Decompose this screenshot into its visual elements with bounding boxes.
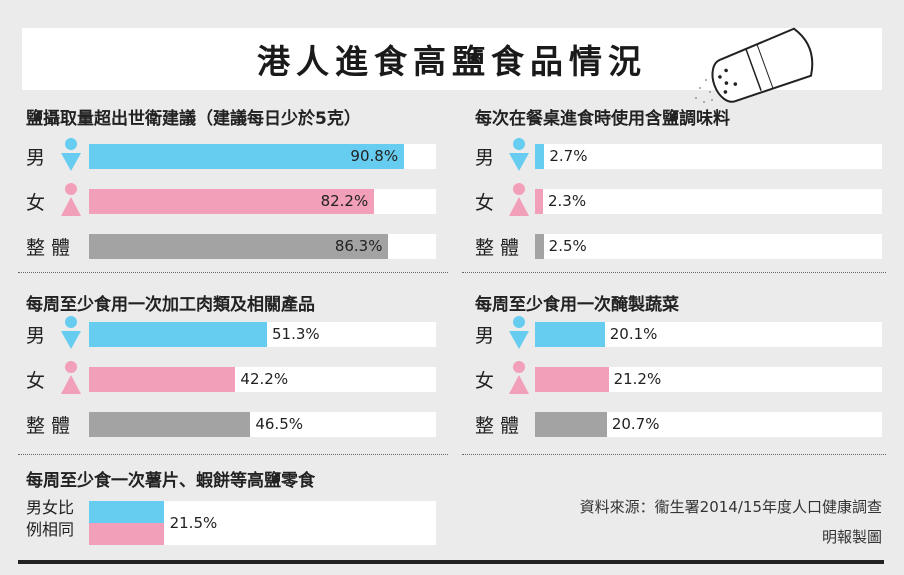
section-title-pickled-vegetables: 每周至少食用一次醃製蔬菜 (475, 295, 679, 315)
female-symbol-icon (508, 361, 530, 399)
bar-background: 20.1% (535, 322, 882, 347)
bar-background: 46.5% (89, 412, 436, 437)
bar-value-label: 86.3% (334, 237, 383, 255)
divider (462, 272, 886, 273)
credit-note: 明報製圖 (821, 528, 882, 546)
row-label-female: 女 (26, 192, 46, 214)
bar-value-label: 2.3% (547, 192, 587, 210)
section-title-salty-seasoning: 每次在餐桌進食時使用含鹽調味料 (475, 109, 730, 129)
bar-background: 2.7% (535, 144, 882, 169)
bar-value-label: 20.1% (609, 325, 658, 343)
row-label-female: 女 (26, 370, 46, 392)
section-title-processed-meat: 每周至少食用一次加工肉類及相關產品 (26, 295, 315, 315)
row-label-male: 男 (26, 147, 46, 169)
divider (18, 272, 448, 273)
bar-male (535, 144, 545, 169)
row-label-overall: 整 體 (475, 237, 520, 259)
female-symbol-icon (508, 183, 530, 221)
bar-female (89, 189, 375, 214)
row-label-male: 男 (475, 325, 495, 347)
bar-value-label: 2.5% (548, 237, 587, 255)
divider (462, 454, 886, 455)
bar-value-label: 42.2% (240, 370, 289, 388)
bar-background: 42.2% (89, 367, 436, 392)
bar-background: 20.7% (535, 412, 882, 437)
bar-female (89, 367, 236, 392)
bar-background: 21.5% (89, 501, 436, 545)
row-label-female: 女 (475, 192, 495, 214)
bar-female (535, 367, 609, 392)
male-symbol-icon (508, 316, 530, 354)
row-label-female: 女 (475, 370, 495, 392)
snack-row-label: 男女比 例相同 (26, 497, 74, 541)
bar-value-label: 20.7% (611, 415, 660, 433)
bar-value-label: 2.7% (549, 147, 588, 165)
bar-value-label: 82.2% (320, 192, 369, 210)
male-symbol-icon (60, 138, 82, 176)
male-symbol-icon (60, 316, 82, 354)
chart-title: 港人進食高鹽食品情況 (257, 42, 647, 81)
bar-background: 2.5% (535, 234, 882, 259)
bar-overall (535, 234, 544, 259)
bar-value-label: 21.2% (613, 370, 662, 388)
source-note: 資料來源：衞生署2014/15年度人口健康調查 (579, 498, 882, 516)
bar-female (535, 189, 543, 214)
bar-male (89, 501, 164, 523)
section-title-salt-intake: 鹽攝取量超出世衛建議（建議每日少於5克） (26, 109, 361, 129)
bar-male (89, 322, 267, 347)
row-label-overall: 整 體 (26, 237, 71, 259)
bar-overall (535, 412, 607, 437)
snack-row-label-line2: 例相同 (26, 520, 75, 539)
bar-male (89, 144, 405, 169)
bar-background: 90.8% (89, 144, 436, 169)
bar-background: 21.2% (535, 367, 882, 392)
bar-female (89, 523, 164, 545)
salt-shaker-icon (695, 27, 814, 103)
female-symbol-icon (60, 183, 82, 221)
male-symbol-icon (508, 138, 530, 176)
bar-value-label: 90.8% (350, 147, 399, 165)
bar-overall (89, 412, 251, 437)
bar-background: 86.3% (89, 234, 436, 259)
bar-value-label: 21.5% (169, 514, 218, 532)
snack-row-label-line1: 男女比 (26, 498, 75, 517)
row-label-overall: 整 體 (475, 415, 520, 437)
bar-value-label: 51.3% (272, 325, 320, 343)
row-label-male: 男 (26, 325, 46, 347)
bar-background: 51.3% (89, 322, 436, 347)
female-symbol-icon (60, 361, 82, 399)
bar-background: 82.2% (89, 189, 436, 214)
bar-background: 2.3% (535, 189, 882, 214)
bar-male (535, 322, 605, 347)
divider (18, 454, 448, 455)
row-label-overall: 整 體 (26, 415, 71, 437)
section-title-salty-snacks: 每周至少食一次薯片、蝦餅等高鹽零食 (26, 471, 315, 491)
bar-overall (89, 234, 389, 259)
row-label-male: 男 (475, 147, 495, 169)
bar-value-label: 46.5% (255, 415, 303, 433)
bottom-rule (18, 560, 884, 564)
